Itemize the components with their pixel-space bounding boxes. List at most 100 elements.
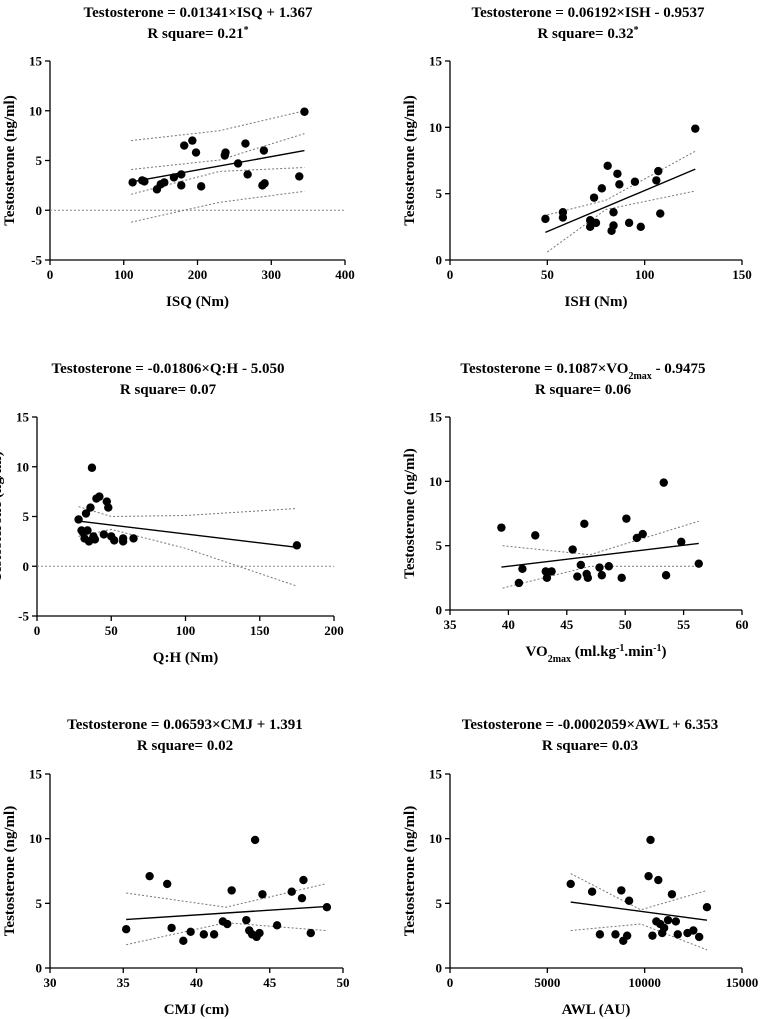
chart-title: Testosterone = 0.06192×ISH - 0.9537 R squ…: [472, 5, 705, 42]
scatter-point: [163, 879, 172, 889]
scatter-point: [558, 208, 568, 217]
scatter-point: [617, 573, 626, 583]
scatter-point: [87, 463, 97, 472]
scatter-point: [242, 915, 251, 925]
title-fragment: Testosterone = -0.0002059×AWL + 6.353: [462, 717, 718, 733]
scatter-point: [83, 526, 92, 535]
scatter-point: [609, 221, 618, 230]
scatter-point: [591, 218, 601, 228]
scatter-point: [652, 176, 661, 185]
y-tick-label: 15: [16, 410, 30, 425]
scatter-point: [177, 170, 186, 179]
scatter-point: [299, 875, 308, 885]
y-tick-label: 15: [29, 767, 43, 782]
scatter-point: [613, 169, 622, 178]
scatter-point: [258, 890, 267, 899]
x-label-fragment: -1: [653, 643, 661, 654]
scatter-point: [671, 917, 681, 926]
y-tick-label: 0: [36, 203, 43, 218]
scatter-panel-cmj: Testosterone = 0.06593×CMJ + 1.391 R squa…: [2, 717, 350, 1018]
scatter-point: [691, 124, 700, 133]
scatter-point: [611, 930, 620, 939]
scatter-point: [292, 541, 302, 550]
scatter-point: [573, 572, 582, 581]
x-tick-label: 150: [250, 623, 270, 638]
x-tick-label: 50: [541, 267, 554, 282]
scatter-point: [622, 931, 632, 940]
scatter-panel-ish: Testosterone = 0.06192×ISH - 0.9537 R squ…: [402, 5, 752, 310]
scatter-point: [99, 530, 109, 539]
scatter-point: [140, 177, 149, 186]
scatter-point: [615, 180, 624, 189]
confidence-band-upper: [570, 873, 708, 911]
title-fragment: Testosterone = 0.01341×ISQ + 1.367: [84, 5, 313, 21]
x-tick-label: 35: [117, 975, 131, 990]
x-tick-label: 0: [447, 975, 454, 990]
y-tick-label: 15: [429, 767, 443, 782]
regression-line: [570, 901, 708, 921]
scatter-point: [104, 503, 113, 512]
scatter-point: [179, 936, 188, 946]
x-tick-label: 10000: [628, 975, 661, 990]
x-label-fragment: 2max: [548, 654, 571, 665]
x-tick-label: 0: [34, 623, 41, 638]
title-fragment: Testosterone = 0.06192×ISH - 0.9537: [472, 5, 705, 21]
scatter-point: [145, 871, 154, 881]
x-label-fragment: ISH (Nm): [565, 294, 628, 310]
x-label-fragment: .min: [624, 644, 653, 660]
scatter-point: [587, 887, 597, 896]
x-label-fragment: VO: [526, 644, 548, 660]
scatter-point: [300, 107, 309, 116]
scatter-point: [589, 193, 599, 202]
scatter-point: [576, 560, 586, 570]
x-axis-label: VO2max (ml.kg-1.min-1): [526, 643, 667, 665]
y-tick-label: 5: [36, 153, 43, 168]
confidence-band-upper: [502, 520, 699, 556]
confidence-band-upper: [78, 506, 297, 518]
x-tick-label: 40: [190, 975, 203, 990]
x-tick-label: 5000: [534, 975, 560, 990]
x-axis-label: CMJ (cm): [164, 1002, 229, 1018]
scatter-point: [663, 915, 673, 925]
scatter-point: [568, 545, 577, 554]
y-tick-label: -5: [18, 609, 29, 624]
x-label-fragment: -1: [616, 643, 624, 654]
scatter-point: [199, 930, 209, 939]
x-tick-label: 50: [619, 617, 632, 632]
scatter-point: [609, 208, 618, 217]
scatter-point: [110, 536, 119, 545]
confidence-band-upper: [131, 133, 305, 170]
y-tick-label: 10: [429, 474, 442, 489]
scatter-point: [595, 930, 605, 939]
scatter-point: [624, 896, 634, 905]
scatter-point: [694, 559, 703, 568]
x-tick-label: 45: [263, 975, 277, 990]
x-tick-label: 40: [502, 617, 515, 632]
scatter-point: [673, 930, 682, 939]
scatter-point: [654, 875, 663, 885]
prediction-band-lower: [130, 190, 305, 223]
scatter-point: [272, 921, 282, 930]
title-fragment: Testosterone = 0.1087×VO: [460, 361, 628, 377]
confidence-band-lower: [547, 190, 696, 253]
y-tick-label: 0: [436, 253, 443, 268]
scatter-point: [74, 515, 83, 524]
x-tick-label: 50: [337, 975, 350, 990]
scatter-point: [81, 509, 91, 518]
scatter-point: [595, 563, 604, 572]
prediction-band-upper: [131, 110, 305, 142]
scatter-point: [656, 209, 665, 218]
y-tick-label: 5: [36, 896, 43, 911]
scatter-point: [128, 178, 137, 187]
confidence-band-upper: [547, 150, 696, 216]
scatter-point: [188, 136, 197, 145]
y-tick-label: 5: [436, 186, 443, 201]
x-tick-label: 0: [47, 267, 54, 282]
significance-marker: *: [634, 25, 639, 36]
scatter-panel-awl: Testosterone = -0.0002059×AWL + 6.353 R s…: [402, 717, 758, 1018]
y-tick-label: 0: [36, 961, 43, 976]
scatter-point: [603, 161, 612, 171]
x-label-fragment: ): [662, 644, 667, 660]
confidence-band-lower: [570, 923, 708, 951]
scatter-point: [531, 531, 540, 540]
